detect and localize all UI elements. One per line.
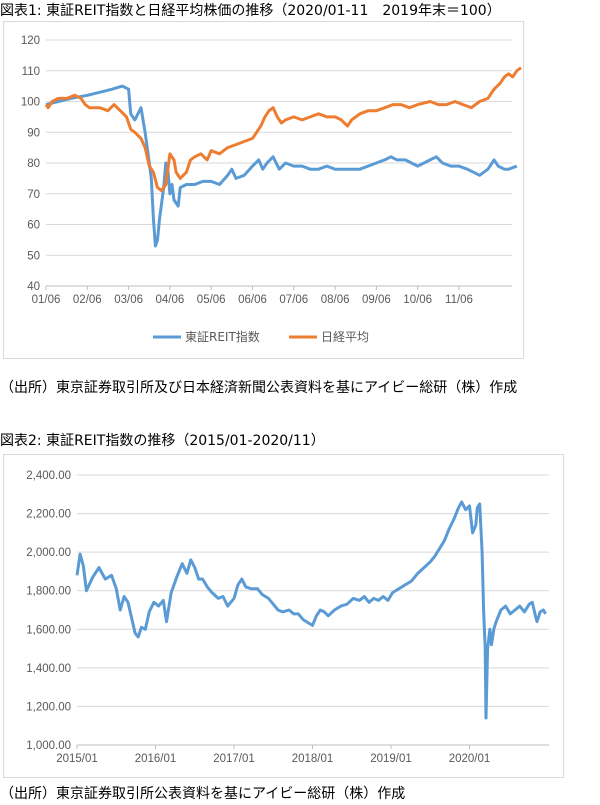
x-tick-label: 01/06: [32, 294, 61, 306]
y-tick-label: 2,400.00: [26, 470, 71, 482]
reit-series-line: [45, 84, 518, 248]
x-tick-label: 10/06: [403, 294, 432, 306]
y-tick-label: 110: [22, 66, 40, 78]
y-tick-label: 1,200.00: [26, 701, 71, 713]
y-tick-label: 120: [21, 35, 40, 47]
x-tick-label: 02/06: [73, 294, 102, 306]
x-tick-label: 03/06: [114, 294, 143, 306]
y-tick-label: 2,200.00: [26, 509, 71, 521]
legend-label-reit: 東証REIT指数: [185, 329, 260, 344]
x-tick-label: 2016/01: [135, 753, 177, 765]
x-tick-label: 04/06: [156, 294, 185, 306]
legend: 東証REIT指数 日経平均: [153, 329, 369, 344]
x-tick-label: 2017/01: [213, 753, 255, 765]
chart1-source: （出所）東京証券取引所及び日本経済新聞公表資料を基にアイビー総研（株）作成: [0, 380, 518, 396]
legend-label-nikkei: 日経平均: [321, 330, 369, 344]
chart2-frame: 1,000.00 1,200.00 1,400.00 1,600.00 1,800.00…: [3, 454, 564, 778]
chart1-title: 図表1: 東証REIT指数と日経平均株価の推移（2020/01-11 2019年…: [0, 3, 501, 19]
x-tick-label: 2019/01: [370, 753, 412, 765]
x-tick-label: 2015/01: [56, 753, 98, 765]
chart1-frame: 40 50 60 70 80 90 100 110 120 01/06 02/06 03/06 04/0…: [3, 21, 524, 359]
x-tick-label: 11/06: [445, 294, 473, 306]
y-tick-label: 80: [27, 158, 40, 170]
y-tick-label: 1,600.00: [26, 624, 71, 636]
x-tick-label: 07/06: [279, 294, 308, 306]
y-tick-label: 40: [27, 281, 40, 293]
reit-series-line: [75, 500, 547, 720]
x-tick-label: 06/06: [238, 294, 267, 306]
chart2-plot: 1,000.00 1,200.00 1,400.00 1,600.00 1,800.00…: [26, 470, 549, 765]
y-tick-label: 1,800.00: [26, 586, 71, 598]
y-tick-label: 1,400.00: [26, 663, 71, 675]
x-tick-label: 2018/01: [292, 753, 334, 765]
y-tick-label: 100: [21, 97, 40, 109]
chart2-source: （出所）東京証券取引所公表資料を基にアイビー総研（株）作成: [0, 786, 406, 802]
y-tick-label: 60: [27, 220, 40, 232]
y-tick-label: 50: [27, 250, 40, 262]
x-tick-label: 05/06: [197, 294, 226, 306]
x-tick-label: 09/06: [362, 294, 391, 306]
y-tick-label: 90: [27, 127, 40, 139]
y-tick-label: 2,000.00: [26, 547, 71, 559]
chart1-plot: 40 50 60 70 80 90 100 110 120 01/06 02/06 03/06 04/0…: [21, 35, 522, 344]
x-tick-label: 08/06: [321, 294, 350, 306]
y-tick-label: 1,000.00: [26, 740, 71, 752]
nikkei-series-line: [44, 66, 522, 193]
y-tick-label: 70: [27, 189, 40, 201]
chart2-title: 図表2: 東証REIT指数の推移（2015/01-2020/11）: [0, 433, 325, 449]
x-tick-label: 2020/01: [449, 753, 491, 765]
